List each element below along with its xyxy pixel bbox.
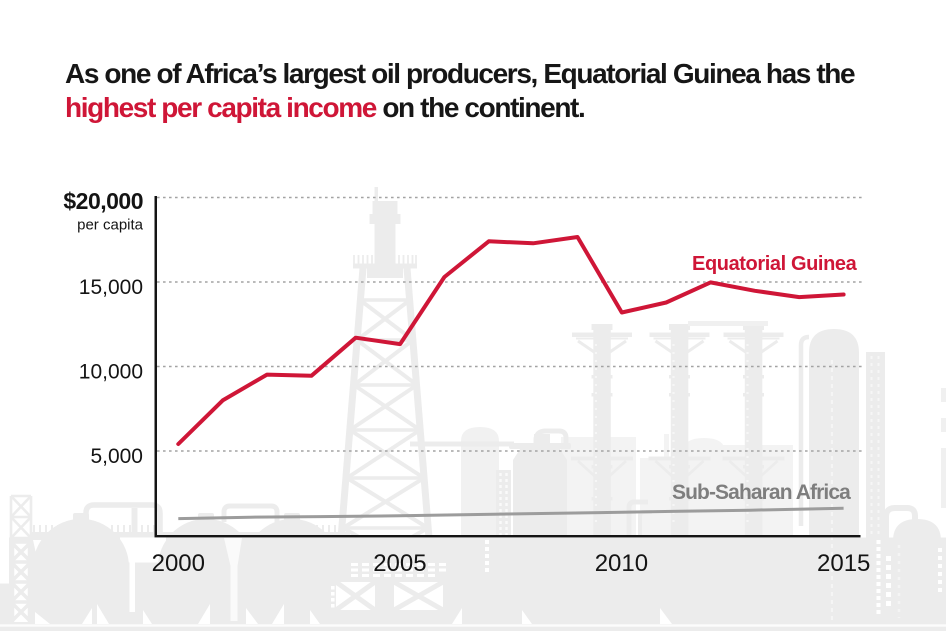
- svg-text:2005: 2005: [373, 550, 426, 577]
- svg-text:2015: 2015: [817, 550, 870, 577]
- svg-text:10,000: 10,000: [79, 361, 143, 384]
- svg-text:$20,000: $20,000: [63, 188, 143, 214]
- svg-text:2010: 2010: [595, 550, 648, 577]
- svg-text:per capita: per capita: [77, 217, 144, 234]
- svg-text:15,000: 15,000: [79, 276, 143, 299]
- svg-text:Sub-Saharan Africa: Sub-Saharan Africa: [672, 481, 851, 504]
- svg-text:5,000: 5,000: [90, 445, 143, 468]
- svg-text:Equatorial Guinea: Equatorial Guinea: [692, 253, 858, 275]
- svg-text:2000: 2000: [152, 550, 205, 577]
